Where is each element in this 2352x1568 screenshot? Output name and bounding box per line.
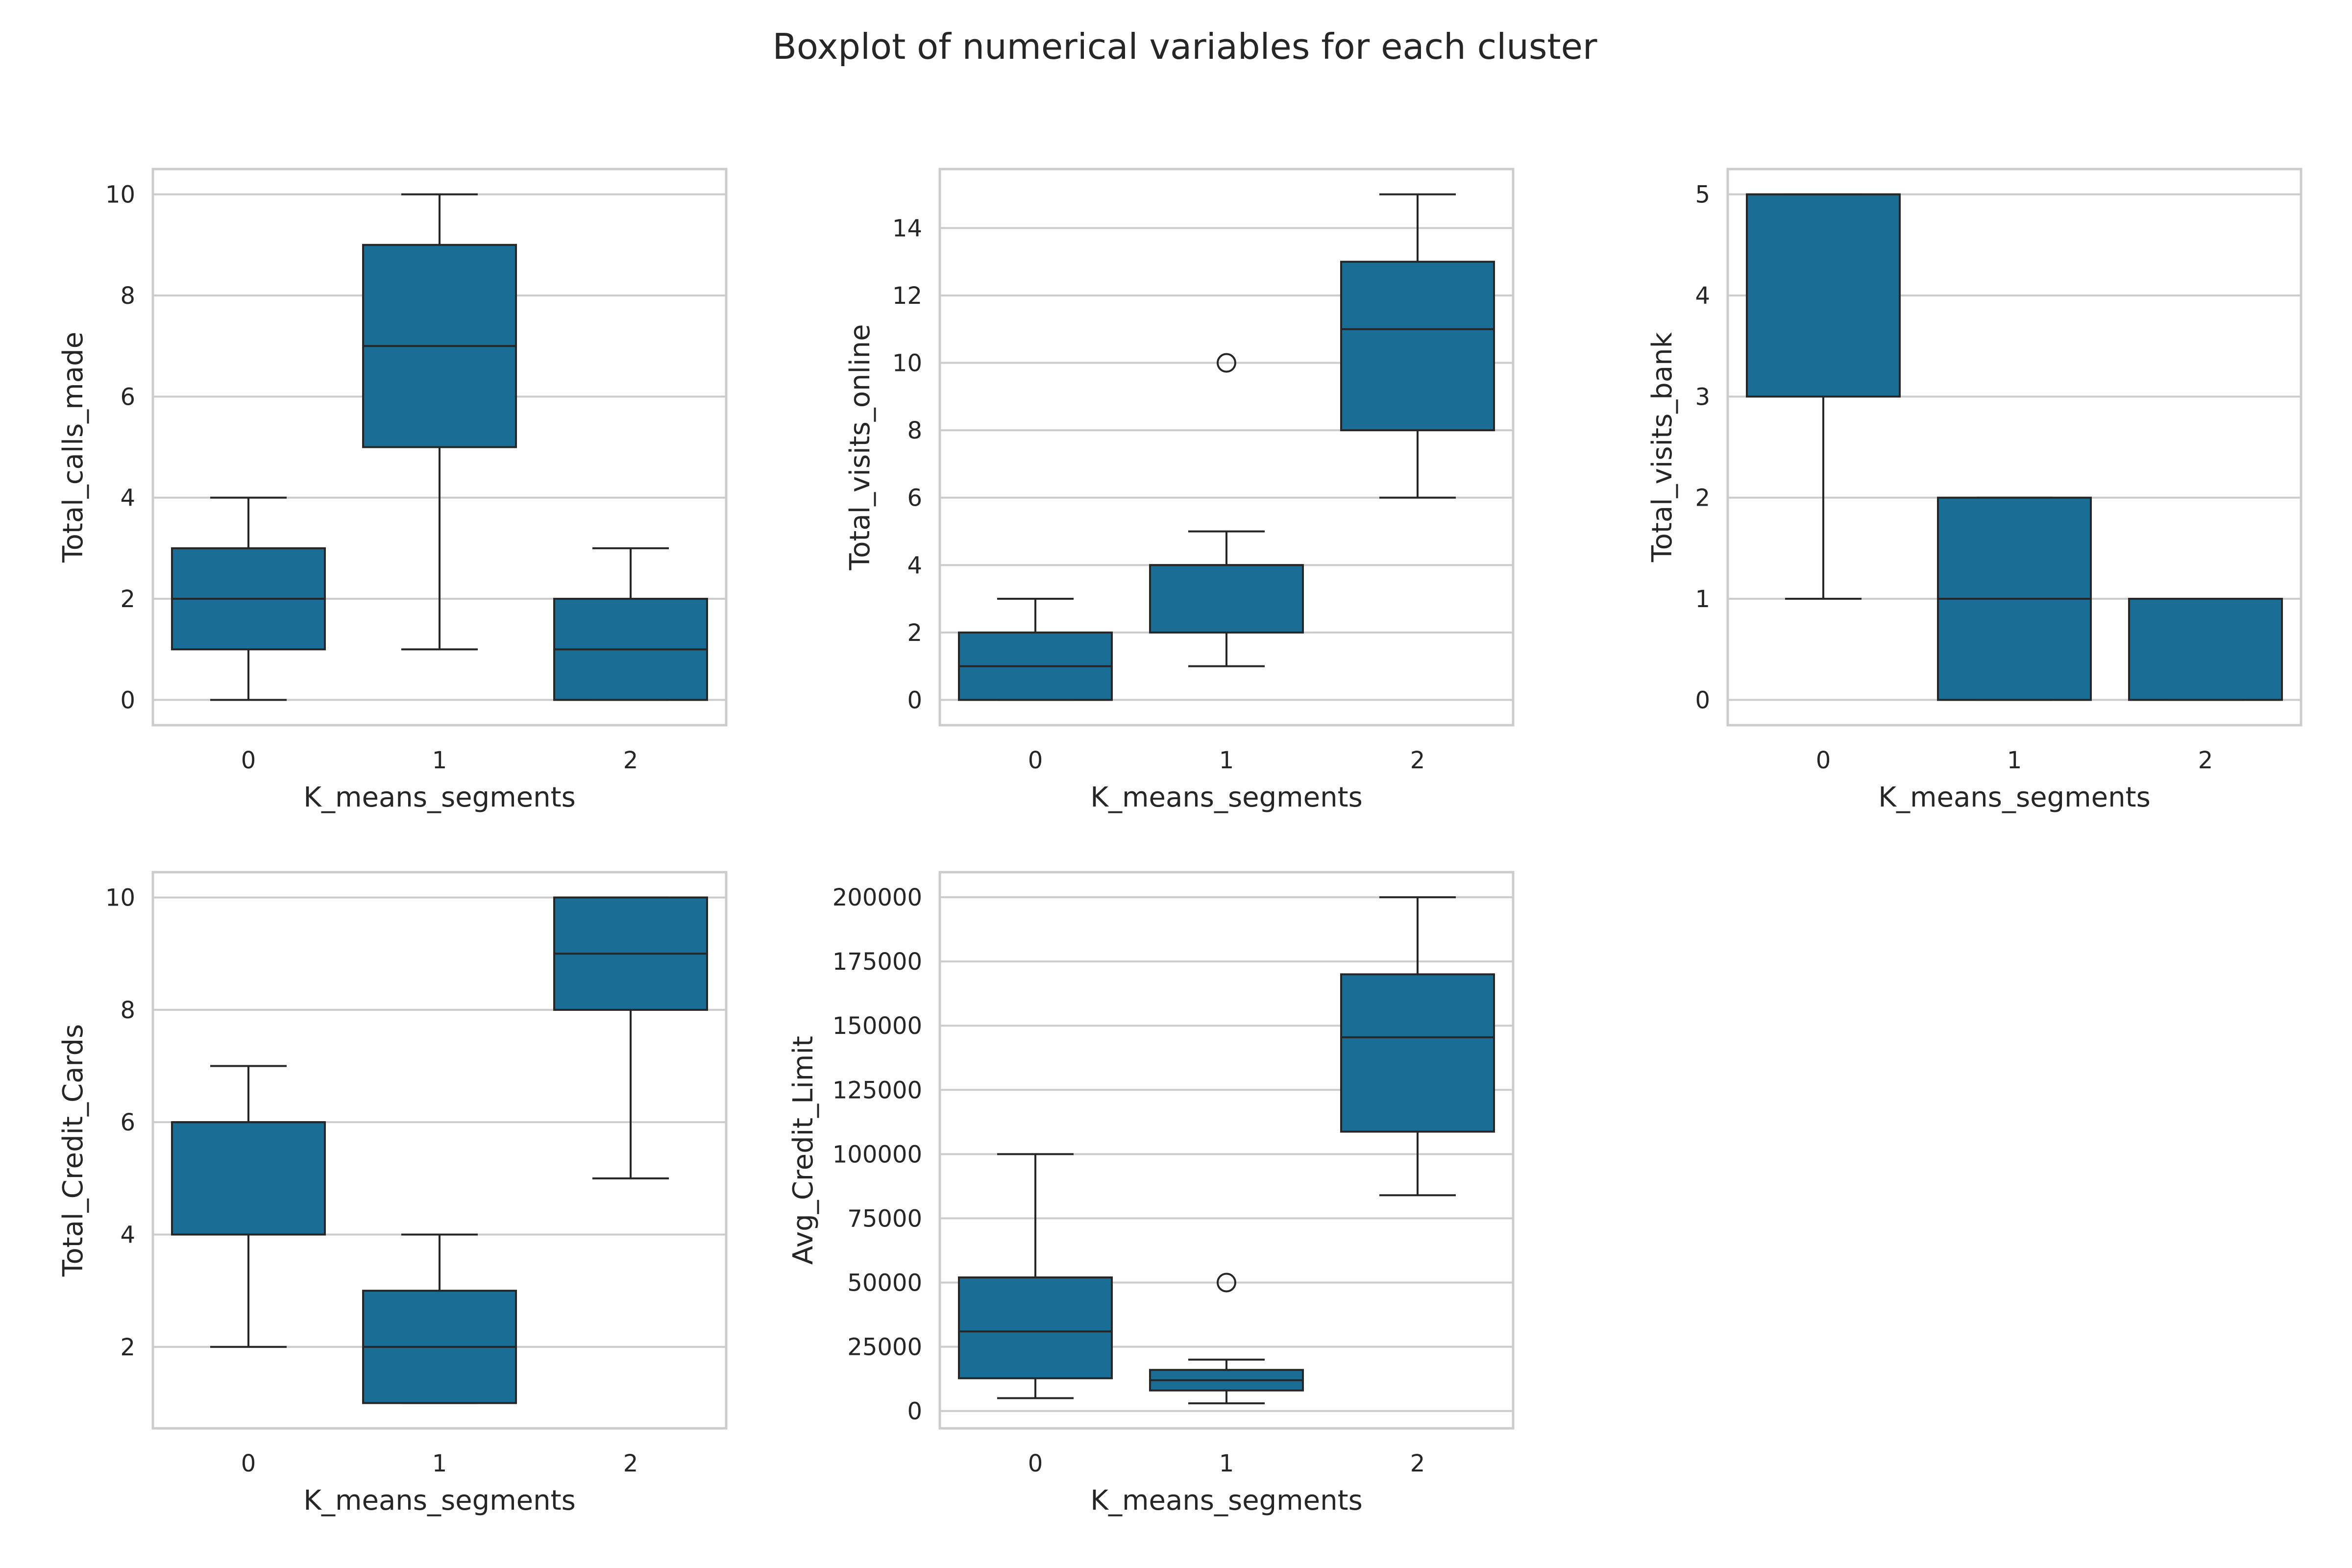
y-tick-label: 3 xyxy=(1695,383,1710,411)
y-tick-label: 75000 xyxy=(847,1205,922,1232)
y-axis-label: Total_calls_made xyxy=(57,332,89,563)
y-tick-label: 4 xyxy=(907,552,922,579)
y-tick-label: 200000 xyxy=(833,884,922,911)
outlier-point xyxy=(1217,353,1236,373)
y-tick-label: 8 xyxy=(120,997,135,1024)
y-tick-label: 8 xyxy=(907,417,922,444)
box-1 xyxy=(1937,496,2092,701)
y-tick-label: 6 xyxy=(120,1109,135,1136)
y-axis-label: Total_visits_online xyxy=(844,324,876,570)
subplot-3: 0 1 2 3 4 5 0 1 2 K_means_segments Total_visits_ba… xyxy=(1646,168,2303,813)
iqr-box xyxy=(1340,973,1495,1133)
y-tick-label: 125000 xyxy=(833,1077,922,1104)
x-tick-label: 2 xyxy=(1410,747,1425,774)
y-tick-label: 0 xyxy=(120,686,135,714)
box-1 xyxy=(1149,1273,1304,1404)
x-axis-label: K_means_segments xyxy=(1878,782,2151,813)
x-tick-label: 2 xyxy=(623,747,638,774)
y-tick-label: 10 xyxy=(892,350,922,377)
box-0 xyxy=(958,1153,1113,1399)
axes-frame xyxy=(1726,168,2303,727)
iqr-box xyxy=(1340,261,1495,432)
axes-frame xyxy=(938,871,1515,1430)
y-tick-label: 14 xyxy=(892,215,922,242)
y-axis-label: Total_Credit_Cards xyxy=(57,1024,89,1277)
iqr-box xyxy=(1746,193,1901,398)
y-tick-label: 2 xyxy=(120,586,135,613)
x-tick-label: 1 xyxy=(2007,747,2022,774)
y-tick-label: 2 xyxy=(907,619,922,647)
y-tick-label: 175000 xyxy=(833,948,922,976)
x-tick-label: 2 xyxy=(1410,1450,1425,1477)
y-tick-label: 0 xyxy=(907,686,922,714)
x-axis-label: K_means_segments xyxy=(1090,1485,1363,1517)
x-tick-label: 1 xyxy=(1219,1450,1234,1477)
y-tick-label: 12 xyxy=(892,282,922,310)
iqr-box xyxy=(1149,564,1304,634)
y-tick-label: 4 xyxy=(120,485,135,512)
y-tick-label: 4 xyxy=(1695,282,1710,310)
box-1 xyxy=(362,1233,517,1404)
y-tick-label: 1 xyxy=(1695,586,1710,613)
x-tick-label: 1 xyxy=(432,1450,447,1477)
y-tick-label: 100000 xyxy=(833,1141,922,1168)
x-tick-label: 2 xyxy=(623,1450,638,1477)
subplot-1: 0 2 4 6 8 10 0 1 2 K_means_segments Total_calls_ma… xyxy=(57,168,728,813)
box-0 xyxy=(1746,193,1901,600)
y-tick-label: 10 xyxy=(105,181,135,209)
x-axis-label: K_means_segments xyxy=(303,782,576,813)
figure-title: Boxplot of numerical variables for each … xyxy=(772,26,1597,67)
x-tick-label: 0 xyxy=(241,747,256,774)
y-tick-label: 6 xyxy=(907,485,922,512)
box-2 xyxy=(553,896,708,1179)
box-0 xyxy=(171,1065,326,1348)
axes-frame xyxy=(151,168,728,727)
y-tick-label: 0 xyxy=(907,1398,922,1425)
y-tick-label: 8 xyxy=(120,282,135,310)
y-tick-label: 50000 xyxy=(847,1269,922,1297)
y-tick-label: 25000 xyxy=(847,1334,922,1361)
x-tick-label: 2 xyxy=(2198,747,2213,774)
y-tick-label: 10 xyxy=(105,884,135,912)
y-tick-label: 2 xyxy=(1695,485,1710,512)
y-tick-label: 150000 xyxy=(833,1012,922,1040)
x-tick-label: 1 xyxy=(432,747,447,774)
y-axis-label: Avg_Credit_Limit xyxy=(787,1036,819,1265)
outlier-point xyxy=(1217,1273,1236,1293)
x-tick-label: 0 xyxy=(1028,747,1043,774)
y-tick-label: 4 xyxy=(120,1221,135,1249)
y-tick-label: 0 xyxy=(1695,686,1710,714)
iqr-box xyxy=(2128,598,2283,701)
x-axis-label: K_means_segments xyxy=(303,1485,576,1517)
axes-frame xyxy=(151,871,728,1430)
y-tick-label: 6 xyxy=(120,383,135,411)
box-2 xyxy=(2128,598,2283,701)
iqr-box xyxy=(171,1121,326,1236)
box-2 xyxy=(1340,896,1495,1197)
box-0 xyxy=(171,496,326,701)
x-tick-label: 0 xyxy=(241,1450,256,1477)
box-0 xyxy=(958,598,1113,701)
x-tick-label: 0 xyxy=(1816,747,1831,774)
subplot-5: 0 25000 50000 75000 100000 125000 150000 175000… xyxy=(787,871,1515,1517)
box-2 xyxy=(553,547,708,701)
box-1 xyxy=(1149,353,1304,667)
x-axis-label: K_means_segments xyxy=(1090,782,1363,813)
iqr-box xyxy=(958,1276,1113,1379)
box-1 xyxy=(362,193,517,651)
x-tick-label: 1 xyxy=(1219,747,1234,774)
subplot-4: 2 4 6 8 10 0 1 2 K_means_segments Total_Credit_Ca… xyxy=(57,871,728,1517)
y-axis-label: Total_visits_bank xyxy=(1646,332,1678,563)
axes-frame xyxy=(938,168,1515,727)
x-tick-label: 0 xyxy=(1028,1450,1043,1477)
y-tick-label: 5 xyxy=(1695,181,1710,209)
y-tick-label: 2 xyxy=(120,1334,135,1361)
box-2 xyxy=(1340,193,1495,499)
